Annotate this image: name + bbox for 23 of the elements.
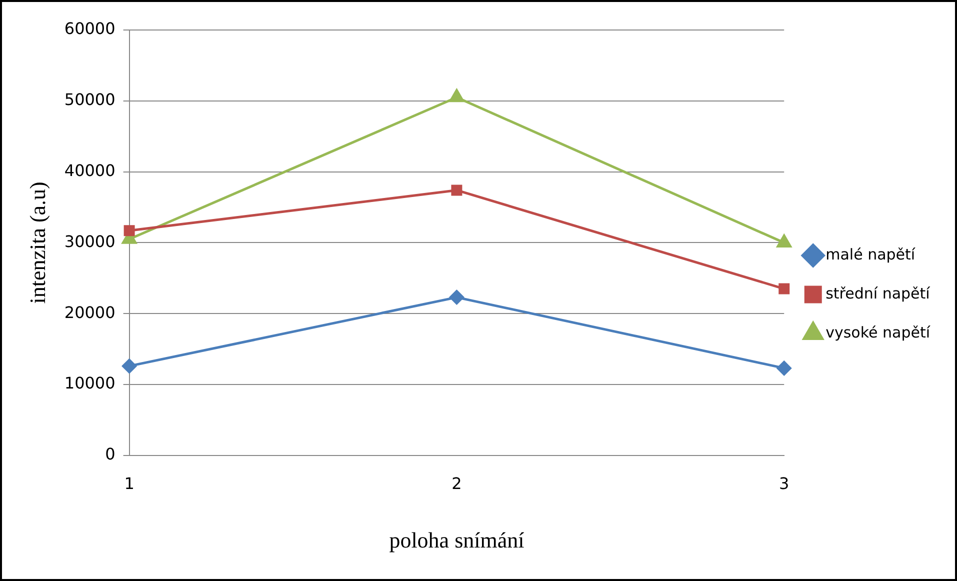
y-tick-label: 40000	[64, 160, 116, 180]
point	[776, 360, 792, 376]
point	[449, 89, 464, 102]
y-tick-label: 20000	[64, 302, 116, 322]
y-tick-label: 50000	[64, 90, 116, 110]
point	[451, 184, 462, 196]
x-axis-title: poloha snímání	[389, 528, 524, 553]
legend-label: vysoké napětí	[826, 323, 931, 342]
y-axis-title: intenzita (a.u)	[24, 182, 50, 304]
point	[449, 290, 464, 305]
y-tick-label: 30000	[64, 232, 116, 251]
point	[776, 234, 792, 248]
y-tick-label: 0	[105, 444, 116, 464]
point	[124, 225, 135, 236]
x-tick-label: 2	[452, 474, 462, 494]
point	[122, 358, 137, 374]
legend-label: střední napětí	[826, 284, 931, 302]
x-tick-label: 1	[124, 474, 134, 494]
legend-label: malé napětí	[826, 245, 916, 264]
y-tick-label: 10000	[64, 374, 116, 393]
y-tick-label: 60000	[64, 19, 116, 38]
point	[778, 283, 790, 294]
x-tick-label: 3	[779, 474, 790, 494]
